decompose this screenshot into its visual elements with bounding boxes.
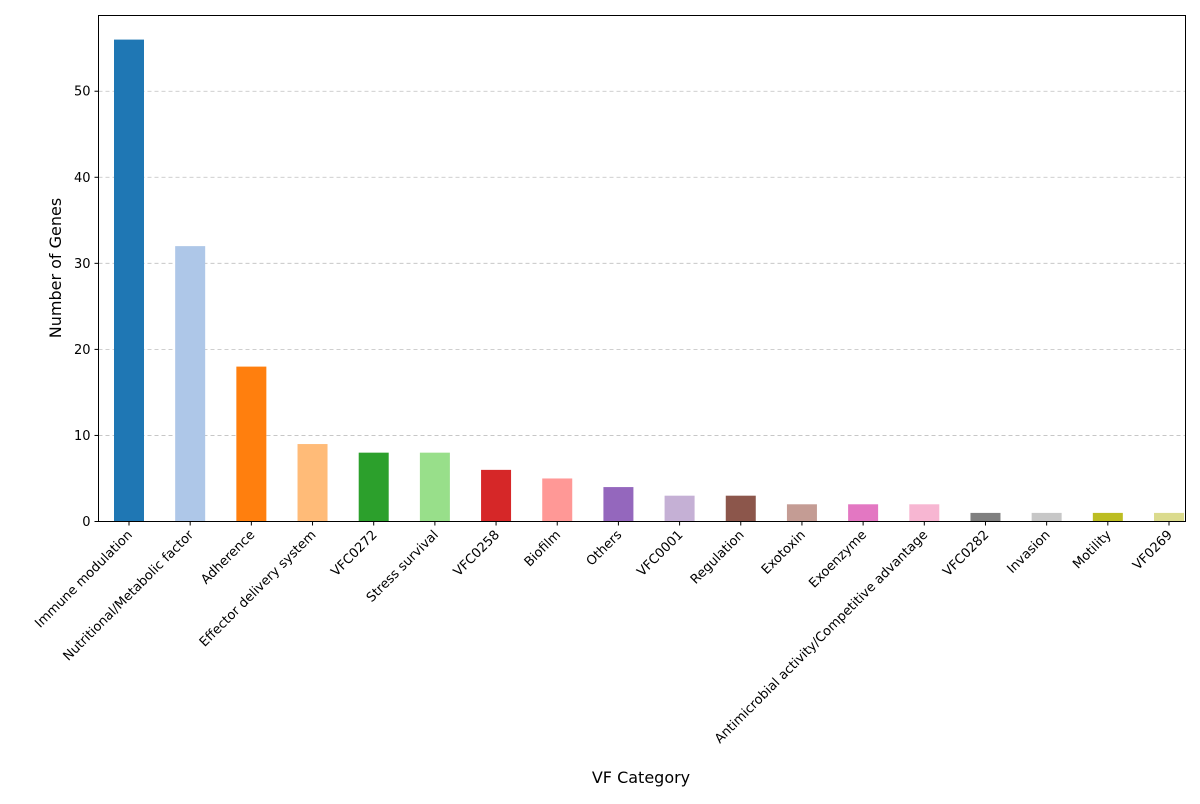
bar [542, 478, 573, 522]
y-tick-label: 30 [74, 257, 91, 272]
bar [603, 487, 634, 522]
bar [297, 444, 328, 522]
x-axis-label: VF Category [592, 768, 690, 787]
y-axis-label: Number of Genes [46, 198, 65, 338]
x-tick-label: Adherence [198, 528, 258, 588]
bar [664, 495, 695, 522]
x-tick-label: VFC0258 [451, 528, 503, 580]
bar [236, 366, 267, 522]
x-tick-label: VFC0282 [940, 528, 992, 580]
y-tick-label: 20 [74, 343, 91, 358]
x-tick-label: Regulation [688, 528, 748, 588]
x-tick-label: Antimicrobial activity/Competitive advan… [712, 528, 931, 747]
gridlines [98, 90, 1186, 436]
bar [481, 469, 512, 522]
x-tick-label: Invasion [1004, 528, 1053, 577]
bar [419, 452, 450, 522]
bar [114, 39, 144, 522]
bar [970, 512, 1001, 522]
bar [1154, 512, 1184, 522]
x-tick-label: Biofilm [522, 528, 564, 570]
bar [358, 452, 389, 522]
y-axis-ticks: 0 10 20 30 40 50 [74, 85, 99, 530]
bars [114, 39, 1184, 522]
bar [1092, 512, 1123, 522]
x-tick-label: VFC0001 [634, 528, 686, 580]
x-tick-label: VFC0272 [329, 528, 381, 580]
x-tick-label: Immune modulation [32, 528, 135, 631]
x-tick-label: Nutritional/Metabolic factor [61, 527, 198, 664]
x-tick-label: Effector delivery system [197, 528, 319, 650]
x-tick-label: Motility [1070, 528, 1115, 573]
plot-frame [98, 15, 1186, 522]
x-tick-label: Others [584, 528, 626, 570]
bar [909, 504, 940, 522]
bar [786, 504, 817, 522]
bar [1031, 512, 1062, 522]
y-tick-label: 40 [74, 171, 91, 186]
bar [848, 504, 879, 522]
y-tick-label: 0 [82, 515, 90, 530]
x-tick-label: Exotoxin [759, 528, 809, 578]
bar [725, 495, 756, 522]
y-tick-label: 10 [74, 429, 91, 444]
y-tick-label: 50 [74, 85, 91, 100]
x-tick-label: VF0269 [1130, 528, 1176, 574]
bar [175, 246, 206, 522]
x-tick-label: Exoenzyme [806, 528, 870, 592]
